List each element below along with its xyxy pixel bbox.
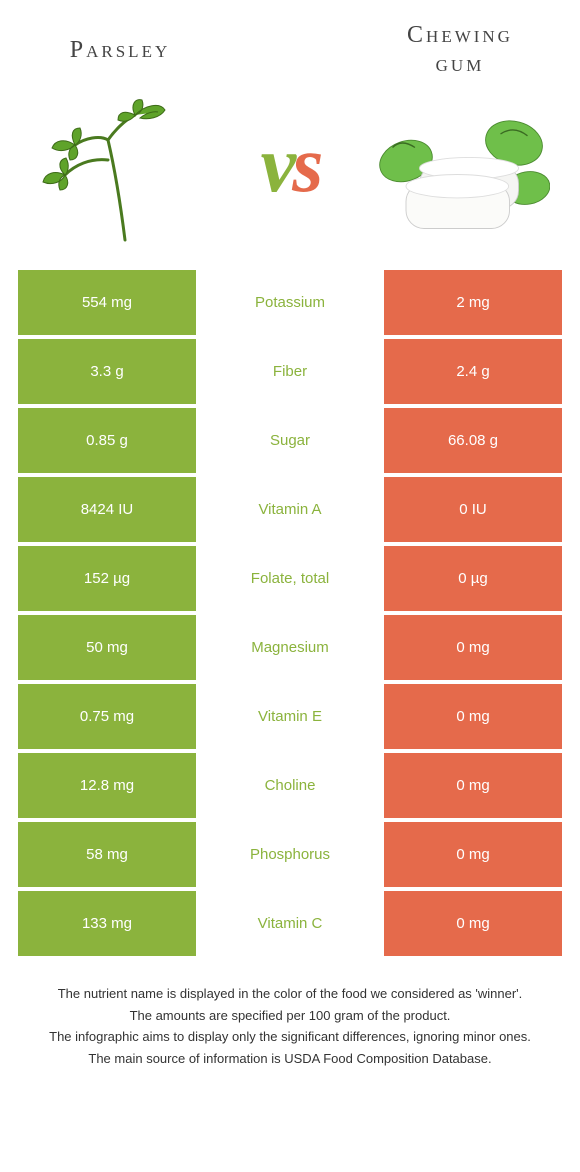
table-row: 50 mgMagnesium0 mg <box>18 615 562 680</box>
right-value: 66.08 g <box>384 408 562 473</box>
right-value: 0 µg <box>384 546 562 611</box>
right-value: 2.4 g <box>384 339 562 404</box>
parsley-icon <box>30 90 210 250</box>
nutrient-name: Potassium <box>196 270 384 335</box>
left-food-title: Parsley <box>70 20 170 80</box>
left-value: 8424 IU <box>18 477 196 542</box>
right-value: 0 mg <box>384 753 562 818</box>
left-value: 152 µg <box>18 546 196 611</box>
left-food-column: Parsley <box>20 20 220 250</box>
right-food-column: Chewing gum <box>360 20 560 250</box>
nutrient-name: Magnesium <box>196 615 384 680</box>
right-value: 0 mg <box>384 891 562 956</box>
chewing-gum-icon <box>370 90 550 250</box>
nutrient-name: Choline <box>196 753 384 818</box>
footer-line: The amounts are specified per 100 gram o… <box>24 1006 556 1026</box>
left-value: 133 mg <box>18 891 196 956</box>
footer-line: The infographic aims to display only the… <box>24 1027 556 1047</box>
footer-notes: The nutrient name is displayed in the co… <box>24 984 556 1068</box>
right-value: 0 mg <box>384 822 562 887</box>
nutrient-name: Phosphorus <box>196 822 384 887</box>
nutrient-name: Sugar <box>196 408 384 473</box>
table-row: 133 mgVitamin C0 mg <box>18 891 562 956</box>
table-row: 8424 IUVitamin A0 IU <box>18 477 562 542</box>
left-value: 0.75 mg <box>18 684 196 749</box>
left-value: 50 mg <box>18 615 196 680</box>
nutrient-name: Vitamin A <box>196 477 384 542</box>
nutrient-table: 554 mgPotassium2 mg3.3 gFiber2.4 g0.85 g… <box>18 270 562 956</box>
right-value: 0 mg <box>384 684 562 749</box>
table-row: 3.3 gFiber2.4 g <box>18 339 562 404</box>
footer-line: The main source of information is USDA F… <box>24 1049 556 1069</box>
right-value: 2 mg <box>384 270 562 335</box>
right-food-title: Chewing gum <box>407 20 513 80</box>
left-value: 58 mg <box>18 822 196 887</box>
comparison-header: Parsley vs Chewing gum <box>0 0 580 260</box>
left-value: 12.8 mg <box>18 753 196 818</box>
table-row: 0.85 gSugar66.08 g <box>18 408 562 473</box>
table-row: 554 mgPotassium2 mg <box>18 270 562 335</box>
right-value: 0 mg <box>384 615 562 680</box>
footer-line: The nutrient name is displayed in the co… <box>24 984 556 1004</box>
left-value: 0.85 g <box>18 408 196 473</box>
nutrient-name: Vitamin E <box>196 684 384 749</box>
right-value: 0 IU <box>384 477 562 542</box>
nutrient-name: Fiber <box>196 339 384 404</box>
table-row: 12.8 mgCholine0 mg <box>18 753 562 818</box>
nutrient-name: Folate, total <box>196 546 384 611</box>
table-row: 58 mgPhosphorus0 mg <box>18 822 562 887</box>
nutrient-name: Vitamin C <box>196 891 384 956</box>
table-row: 152 µgFolate, total0 µg <box>18 546 562 611</box>
left-value: 3.3 g <box>18 339 196 404</box>
table-row: 0.75 mgVitamin E0 mg <box>18 684 562 749</box>
vs-label: vs <box>261 120 320 211</box>
left-value: 554 mg <box>18 270 196 335</box>
